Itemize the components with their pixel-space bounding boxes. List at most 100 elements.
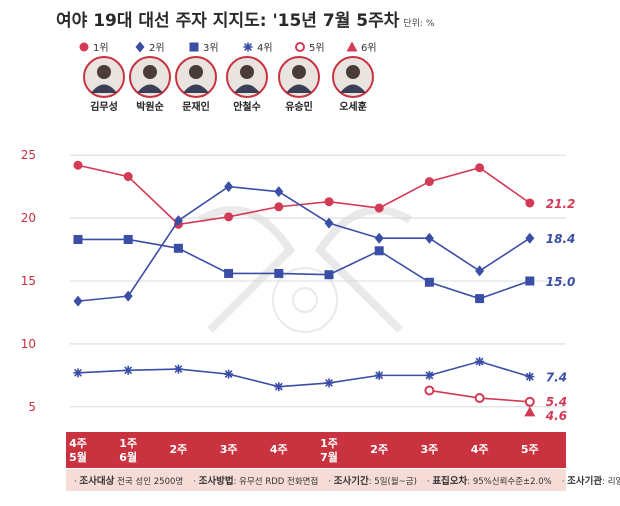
data-point — [374, 370, 384, 380]
candidate-name: 오세훈 — [339, 100, 367, 113]
legend-item: 2위 — [135, 41, 165, 54]
x-tick-line: 1주 — [320, 437, 338, 450]
footer-label-target: 조사대상 — [79, 476, 115, 487]
x-tick-line: 2주 — [170, 443, 188, 456]
candidate-name: 김무성 — [90, 100, 118, 113]
data-label: 21.2 — [546, 197, 576, 211]
portrait-body-icon — [340, 84, 366, 93]
x-tick-line: 3주 — [421, 443, 439, 456]
y-tick-label: 20 — [21, 211, 36, 225]
data-point — [324, 378, 334, 388]
data-point — [73, 234, 83, 244]
portrait-head-icon — [240, 65, 254, 79]
data-point — [274, 202, 284, 212]
portrait-head-icon — [143, 65, 157, 79]
data-point — [475, 357, 485, 367]
footer-label-period: 조사기간 — [333, 476, 369, 487]
data-point — [324, 217, 334, 229]
portrait-body-icon — [286, 84, 312, 93]
data-point — [424, 385, 435, 396]
y-tick-label: 10 — [21, 337, 36, 351]
y-tick-label: 15 — [21, 274, 36, 288]
data-label: 7.4 — [546, 371, 567, 385]
x-tick-label: 2주 — [370, 443, 388, 456]
watermark-ring — [272, 267, 338, 333]
legend-item: 4위 — [243, 41, 273, 54]
x-tick-line: 2주 — [370, 443, 388, 456]
candidate-portrait: 문재인 — [175, 56, 217, 113]
x-tick-label: 3주 — [421, 443, 439, 456]
data-point — [73, 295, 83, 307]
data-point — [123, 234, 133, 244]
data-point — [525, 198, 535, 208]
x-tick-label: 4주 — [471, 443, 489, 456]
x-tick-line: 4주 — [471, 443, 489, 456]
data-point — [424, 232, 434, 244]
data-point — [524, 406, 536, 417]
data-point — [224, 369, 234, 379]
data-label: 5.4 — [546, 395, 567, 409]
data-point — [424, 177, 434, 187]
candidate-name: 유승민 — [285, 100, 313, 113]
data-point-stroke — [325, 378, 333, 387]
data-label: 15.0 — [546, 275, 576, 289]
legend-label: 1위 — [93, 41, 109, 54]
x-tick-label: 4주 5월 — [69, 437, 87, 464]
legend-item: 6위 — [346, 41, 377, 54]
x-tick-line: 4주 — [270, 443, 288, 456]
chart-title-text: 여야 19대 대선 주자 지지도: '15년 7월 5주차 — [56, 11, 400, 31]
legend-label: 6위 — [361, 41, 377, 54]
data-point — [525, 276, 535, 286]
footer-label-error: 표집오차 — [432, 476, 468, 487]
watermark-wing-right — [314, 206, 413, 333]
legend-marker — [189, 42, 199, 52]
unit-label: 단위: % — [403, 19, 435, 29]
candidate-name: 문재인 — [182, 100, 210, 113]
portrait-body-icon — [137, 84, 163, 93]
data-point-stroke — [375, 371, 384, 380]
candidate-portrait: 유승민 — [278, 56, 320, 113]
data-point — [224, 181, 234, 193]
footer-item-method: · 조사방법: 유무선 RDD 전화면접 — [193, 476, 319, 487]
data-point-stroke — [525, 372, 534, 381]
data-point — [123, 290, 133, 302]
legend-label: 4위 — [257, 41, 273, 54]
data-point — [524, 396, 535, 407]
footer-item-agency: · 조사기관: 리얼미터 — [562, 473, 620, 487]
footer-value-method: 유무선 RDD 전화면접 — [239, 477, 319, 487]
data-point — [374, 203, 384, 213]
portrait-head-icon — [97, 65, 111, 79]
data-point — [324, 270, 334, 280]
x-tick-line: 4주 — [69, 437, 87, 450]
legend-label: 5위 — [309, 41, 325, 54]
portrait-head-icon — [346, 65, 360, 79]
data-point — [173, 243, 183, 253]
x-tick-line: 6월 — [119, 450, 137, 464]
data-point-stroke — [174, 365, 183, 374]
series-line — [77, 360, 531, 388]
data-point — [224, 268, 234, 278]
data-label: 4.6 — [545, 409, 567, 423]
series-line — [77, 185, 531, 302]
data-point — [173, 364, 183, 374]
footer-value-target: 전국 성인 2500명 — [117, 477, 184, 487]
x-tick-label: 2주 — [170, 443, 188, 456]
chart-title: 여야 19대 대선 주자 지지도: '15년 7월 5주차 단위: % — [56, 6, 434, 31]
data-point — [73, 160, 83, 170]
footer-item-error: · 표집오차: 95%신뢰수준±2.0% — [426, 476, 552, 487]
legend-item: 1위 — [79, 41, 109, 54]
legend-marker — [346, 41, 358, 52]
legend-item: 5위 — [295, 41, 325, 54]
x-tick-line: 1주 — [119, 437, 137, 450]
watermark-wing-left — [197, 206, 296, 333]
data-point — [324, 197, 334, 207]
data-point — [475, 163, 485, 173]
data-point — [474, 393, 485, 404]
footer-value-period: 5일(월~금) — [374, 477, 417, 487]
survey-footer: · 조사대상 전국 성인 2500명 · 조사방법: 유무선 RDD 전화면접 … — [66, 469, 620, 491]
data-point-stroke — [425, 371, 434, 380]
legend-marker — [243, 42, 253, 52]
x-tick-label: 5주 — [521, 443, 539, 456]
legend-label: 2위 — [149, 41, 165, 54]
